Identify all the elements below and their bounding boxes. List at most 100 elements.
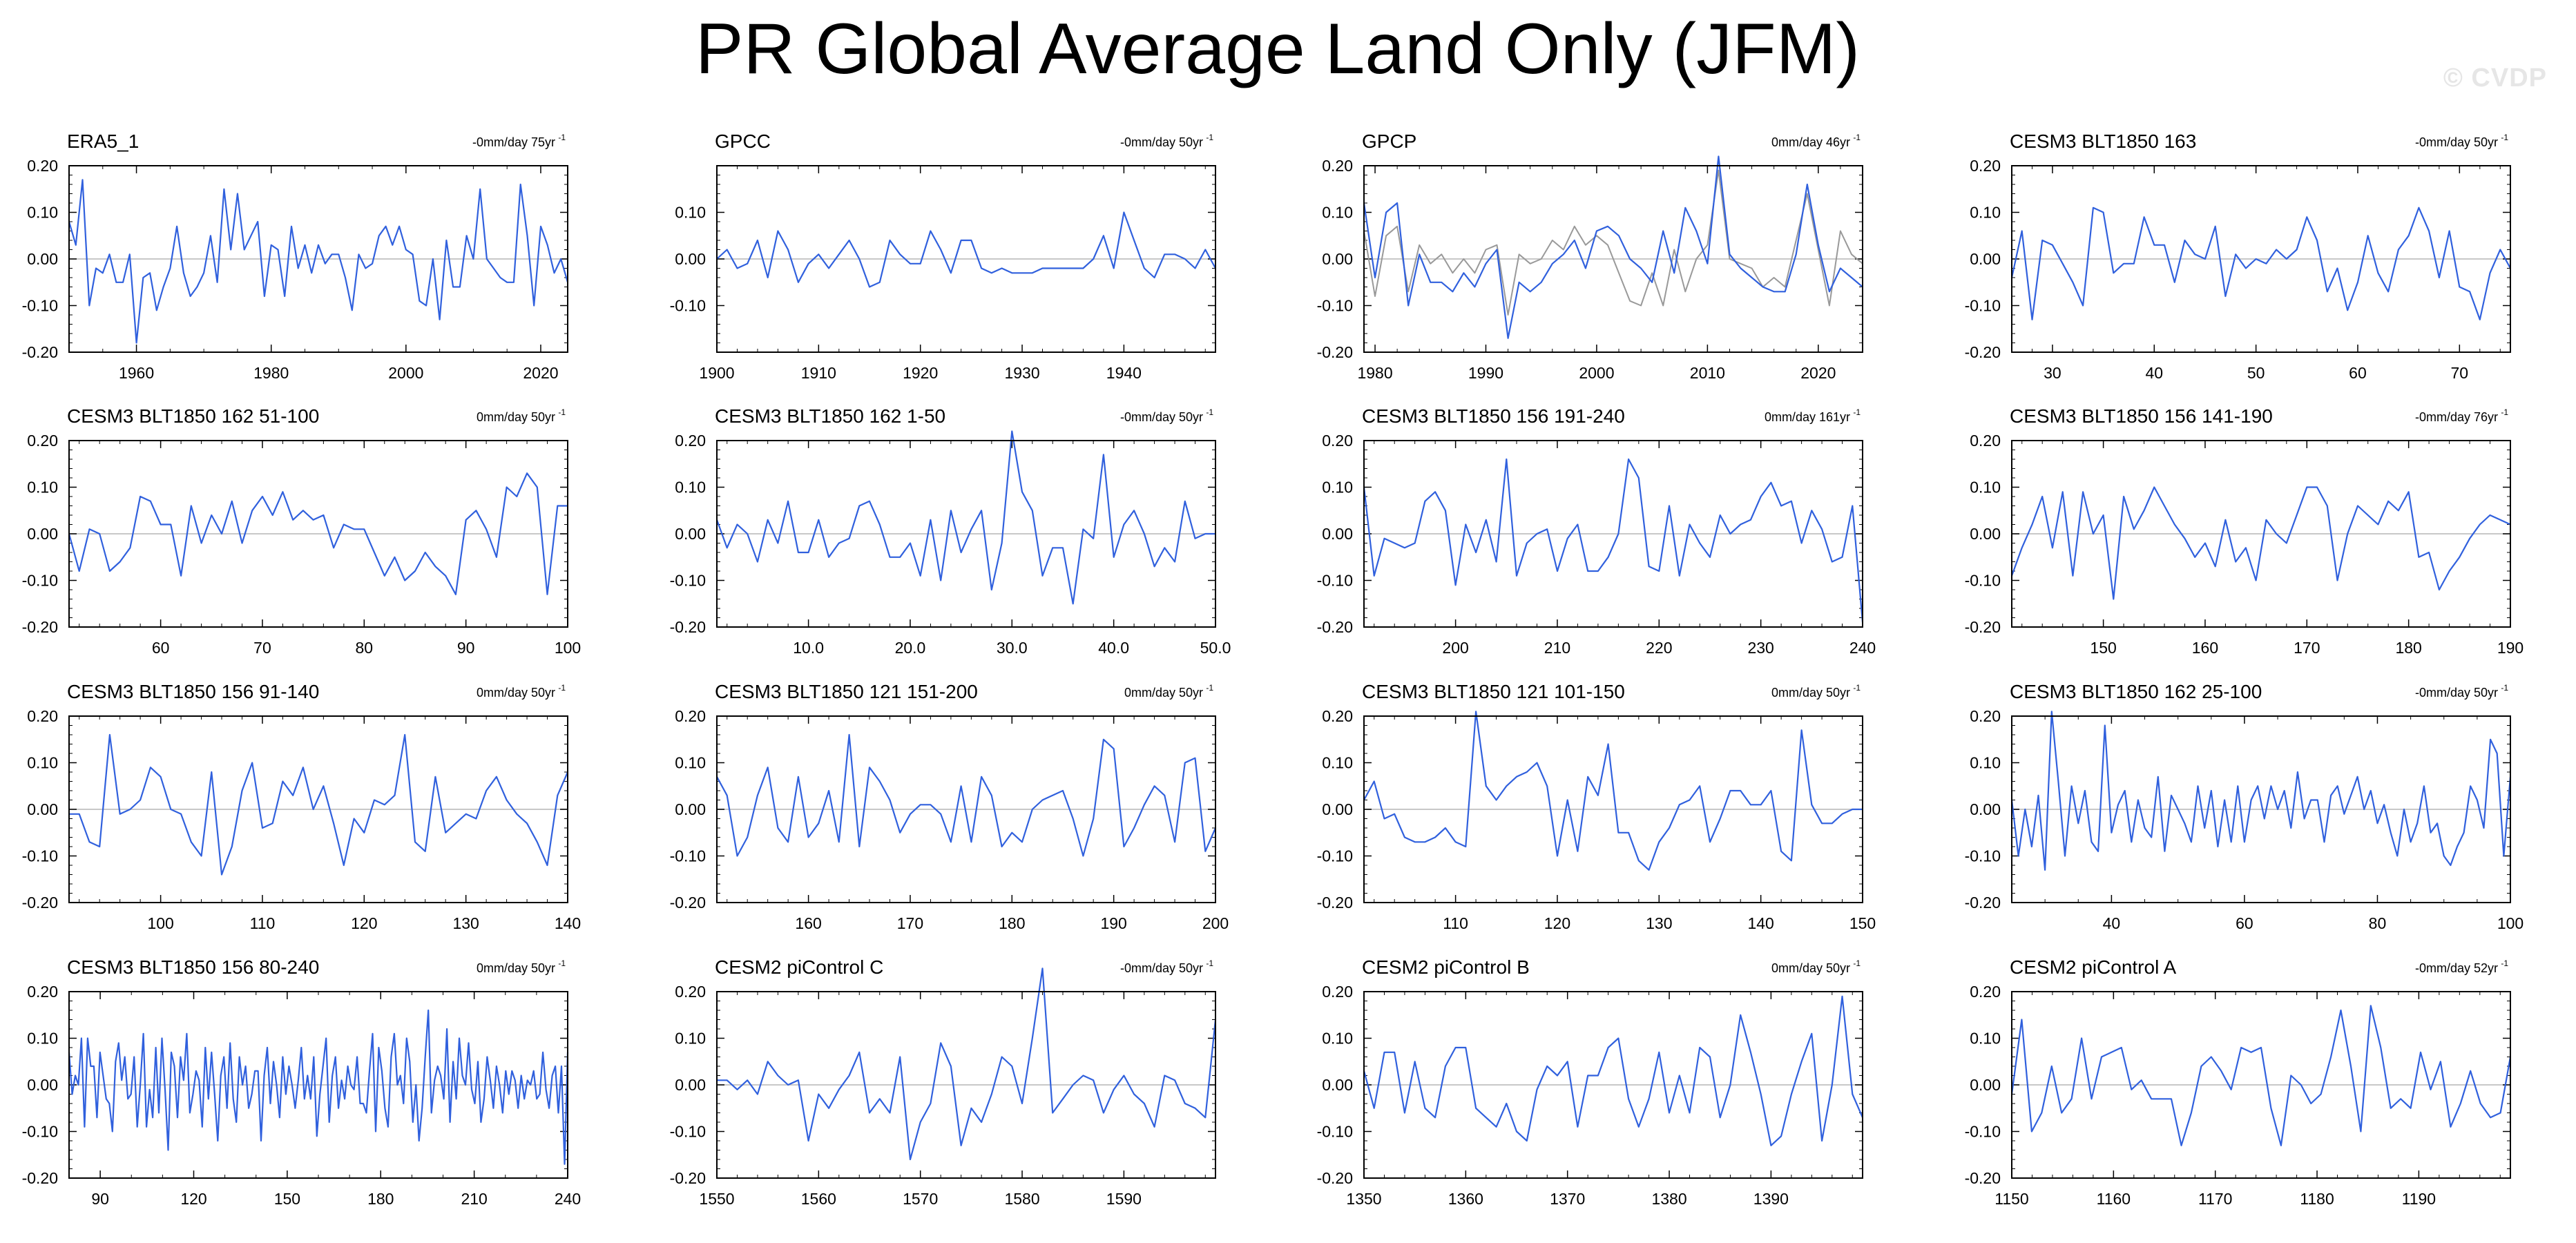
panel-title: CESM2 piControl B: [1362, 956, 1530, 978]
panel-title: CESM3 BLT1850 121 151-200: [715, 681, 978, 702]
y-tick-label: 0.10: [1322, 204, 1353, 222]
x-tick-label: 170: [897, 914, 923, 932]
x-tick-label: 1960: [119, 364, 154, 382]
x-tick-label: 1940: [1106, 364, 1142, 382]
x-tick-label: 30.0: [997, 639, 1028, 657]
x-tick-label: 1570: [903, 1190, 938, 1208]
trend-label: -0mm/day 76yr: [2415, 410, 2498, 424]
x-tick-label: 1980: [253, 364, 289, 382]
y-tick-label: 0.00: [675, 525, 706, 543]
panel: CESM3 BLT1850 156 191-240 0mm/day 161yr -1…: [1317, 405, 1876, 657]
x-tick-label: 180: [367, 1190, 394, 1208]
x-tick-label: 1920: [903, 364, 938, 382]
y-tick-label: -0.20: [22, 1169, 58, 1187]
plot-frame: [1363, 991, 1863, 1179]
series-line: [1363, 995, 1864, 1146]
y-tick-label: -0.10: [1965, 1123, 2001, 1141]
y-tick-label: -0.20: [670, 894, 706, 912]
y-tick-label: 0.10: [675, 204, 706, 222]
x-tick-label: 110: [250, 914, 276, 932]
x-tick-label: 40.0: [1098, 639, 1129, 657]
x-tick-label: 140: [555, 914, 581, 932]
page-title: PR Global Average Land Only (JFM): [695, 9, 1860, 89]
trend-label: -0mm/day 75yr: [472, 135, 555, 149]
x-tick-label: 40: [2145, 364, 2163, 382]
plot-frame: [716, 991, 1216, 1179]
y-tick-label: -0.10: [22, 572, 58, 590]
series-line: [2010, 486, 2511, 600]
panel: CESM3 BLT1850 163 -0mm/day 50yr -1 -0.20 -0.…: [1965, 131, 2511, 382]
y-tick-label: 0.20: [1322, 432, 1353, 450]
x-tick-label: 1550: [699, 1190, 734, 1208]
y-tick-label: 0.00: [27, 250, 58, 268]
trend-exponent: -1: [1206, 683, 1213, 693]
trend-exponent: -1: [1853, 683, 1861, 693]
y-tick-label: 0.00: [1322, 525, 1353, 543]
series-line: [1363, 711, 1863, 871]
panel: CESM3 BLT1850 121 151-200 0mm/day 50yr -1 -…: [670, 681, 1229, 932]
trend-exponent: -1: [1206, 133, 1213, 142]
y-tick-label: 0.10: [1970, 754, 2001, 772]
y-tick-label: -0.10: [22, 1123, 58, 1141]
panel-title: CESM3 BLT1850 162 1-50: [715, 405, 945, 427]
y-tick-label: 0.00: [675, 250, 706, 268]
plot-frame: [68, 991, 568, 1179]
panel: CESM3 BLT1850 162 1-50 -0mm/day 50yr -1 -0.…: [670, 405, 1231, 657]
plot-frame: [2011, 440, 2511, 628]
y-tick-label: -0.10: [670, 572, 706, 590]
x-tick-label: 1560: [801, 1190, 836, 1208]
x-tick-label: 120: [351, 914, 377, 932]
panel: GPCC -0mm/day 50yr -1 -0.10 0.00 0.10 1900 1910…: [670, 131, 1216, 382]
x-tick-label: 100: [2497, 914, 2524, 932]
y-tick-label: -0.20: [1965, 618, 2001, 636]
panel-title: CESM3 BLT1850 162 51-100: [67, 405, 319, 427]
y-tick-label: 0.00: [1322, 800, 1353, 818]
plot-frame: [2011, 991, 2511, 1179]
x-tick-label: 210: [1544, 639, 1570, 657]
panel-title: CESM3 BLT1850 156 141-190: [2010, 405, 2273, 427]
y-tick-label: 0.00: [1322, 250, 1353, 268]
panel-title: CESM3 BLT1850 156 91-140: [67, 681, 319, 702]
series-line: [2010, 206, 2511, 320]
trend-exponent: -1: [1206, 958, 1213, 968]
x-tick-label: 160: [795, 914, 821, 932]
trend-exponent: -1: [558, 683, 566, 693]
x-tick-label: 50: [2247, 364, 2265, 382]
panel-title: GPCP: [1362, 131, 1416, 152]
x-tick-label: 1190: [2402, 1190, 2436, 1208]
y-tick-label: 0.00: [675, 800, 706, 818]
y-tick-label: 0.20: [675, 707, 706, 725]
y-tick-label: -0.20: [22, 618, 58, 636]
trend-label: 0mm/day 50yr: [477, 410, 555, 424]
y-tick-label: -0.10: [1317, 847, 1353, 865]
trend-label: 0mm/day 50yr: [1771, 961, 1850, 975]
x-tick-label: 70: [253, 639, 271, 657]
y-tick-label: 0.10: [27, 479, 58, 497]
x-tick-label: 120: [1544, 914, 1570, 932]
x-tick-label: 180: [2395, 639, 2421, 657]
y-tick-label: 0.10: [675, 479, 706, 497]
y-tick-label: 0.00: [27, 800, 58, 818]
x-tick-label: 2010: [1690, 364, 1725, 382]
y-tick-label: 0.10: [1322, 1030, 1353, 1048]
y-tick-label: 0.10: [1322, 754, 1353, 772]
series-line: [69, 733, 569, 876]
series-line: [717, 967, 1217, 1161]
y-tick-label: 0.10: [1322, 479, 1353, 497]
panel-title: CESM3 BLT1850 156 80-240: [67, 956, 319, 978]
x-tick-label: 1390: [1753, 1190, 1789, 1208]
overlay-series-line: [1363, 169, 1863, 316]
y-tick-label: -0.20: [1965, 343, 2001, 361]
y-tick-label: 0.20: [1970, 432, 2001, 450]
x-tick-label: 50.0: [1200, 639, 1231, 657]
x-tick-label: 130: [1646, 914, 1672, 932]
series-line: [716, 211, 1216, 288]
panel: CESM2 piControl B 0mm/day 50yr -1 -0.20 -0.1…: [1317, 956, 1864, 1208]
y-tick-label: 0.20: [27, 432, 58, 450]
y-tick-label: 0.20: [675, 432, 706, 450]
x-tick-label: 1160: [2097, 1190, 2131, 1208]
trend-label: 0mm/day 50yr: [1771, 686, 1850, 700]
x-tick-label: 160: [2192, 639, 2218, 657]
trend-label: -0mm/day 50yr: [2415, 686, 2498, 700]
